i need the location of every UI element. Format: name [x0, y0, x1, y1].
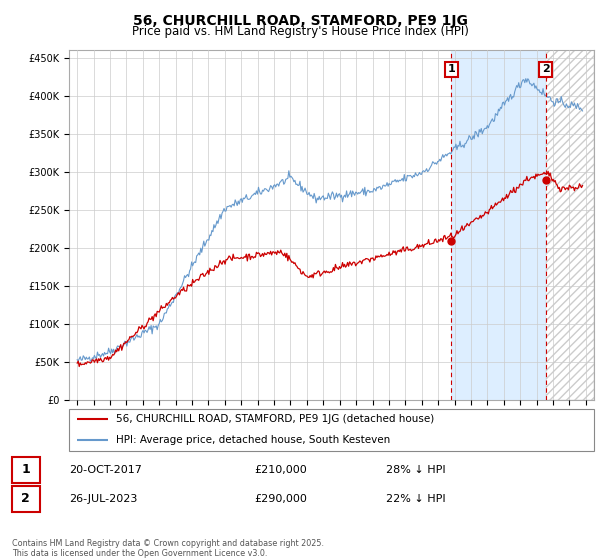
Text: HPI: Average price, detached house, South Kesteven: HPI: Average price, detached house, Sout…: [116, 435, 391, 445]
Text: 56, CHURCHILL ROAD, STAMFORD, PE9 1JG: 56, CHURCHILL ROAD, STAMFORD, PE9 1JG: [133, 14, 467, 28]
Text: 20-OCT-2017: 20-OCT-2017: [70, 465, 142, 475]
FancyBboxPatch shape: [12, 457, 40, 483]
Text: 22% ↓ HPI: 22% ↓ HPI: [386, 494, 446, 504]
Text: 56, CHURCHILL ROAD, STAMFORD, PE9 1JG (detached house): 56, CHURCHILL ROAD, STAMFORD, PE9 1JG (d…: [116, 414, 434, 424]
Bar: [545, 50, 594, 400]
FancyBboxPatch shape: [69, 409, 594, 451]
Text: 2: 2: [542, 64, 550, 74]
Text: Contains HM Land Registry data © Crown copyright and database right 2025.
This d: Contains HM Land Registry data © Crown c…: [12, 539, 324, 558]
FancyBboxPatch shape: [12, 486, 40, 512]
Text: £290,000: £290,000: [254, 494, 307, 504]
Text: 1: 1: [448, 64, 455, 74]
Bar: [451, 50, 545, 400]
Text: 26-JUL-2023: 26-JUL-2023: [70, 494, 138, 504]
Text: Price paid vs. HM Land Registry's House Price Index (HPI): Price paid vs. HM Land Registry's House …: [131, 25, 469, 38]
Text: £210,000: £210,000: [254, 465, 307, 475]
Text: 28% ↓ HPI: 28% ↓ HPI: [386, 465, 446, 475]
Text: 1: 1: [22, 463, 30, 477]
Text: 2: 2: [22, 492, 30, 506]
